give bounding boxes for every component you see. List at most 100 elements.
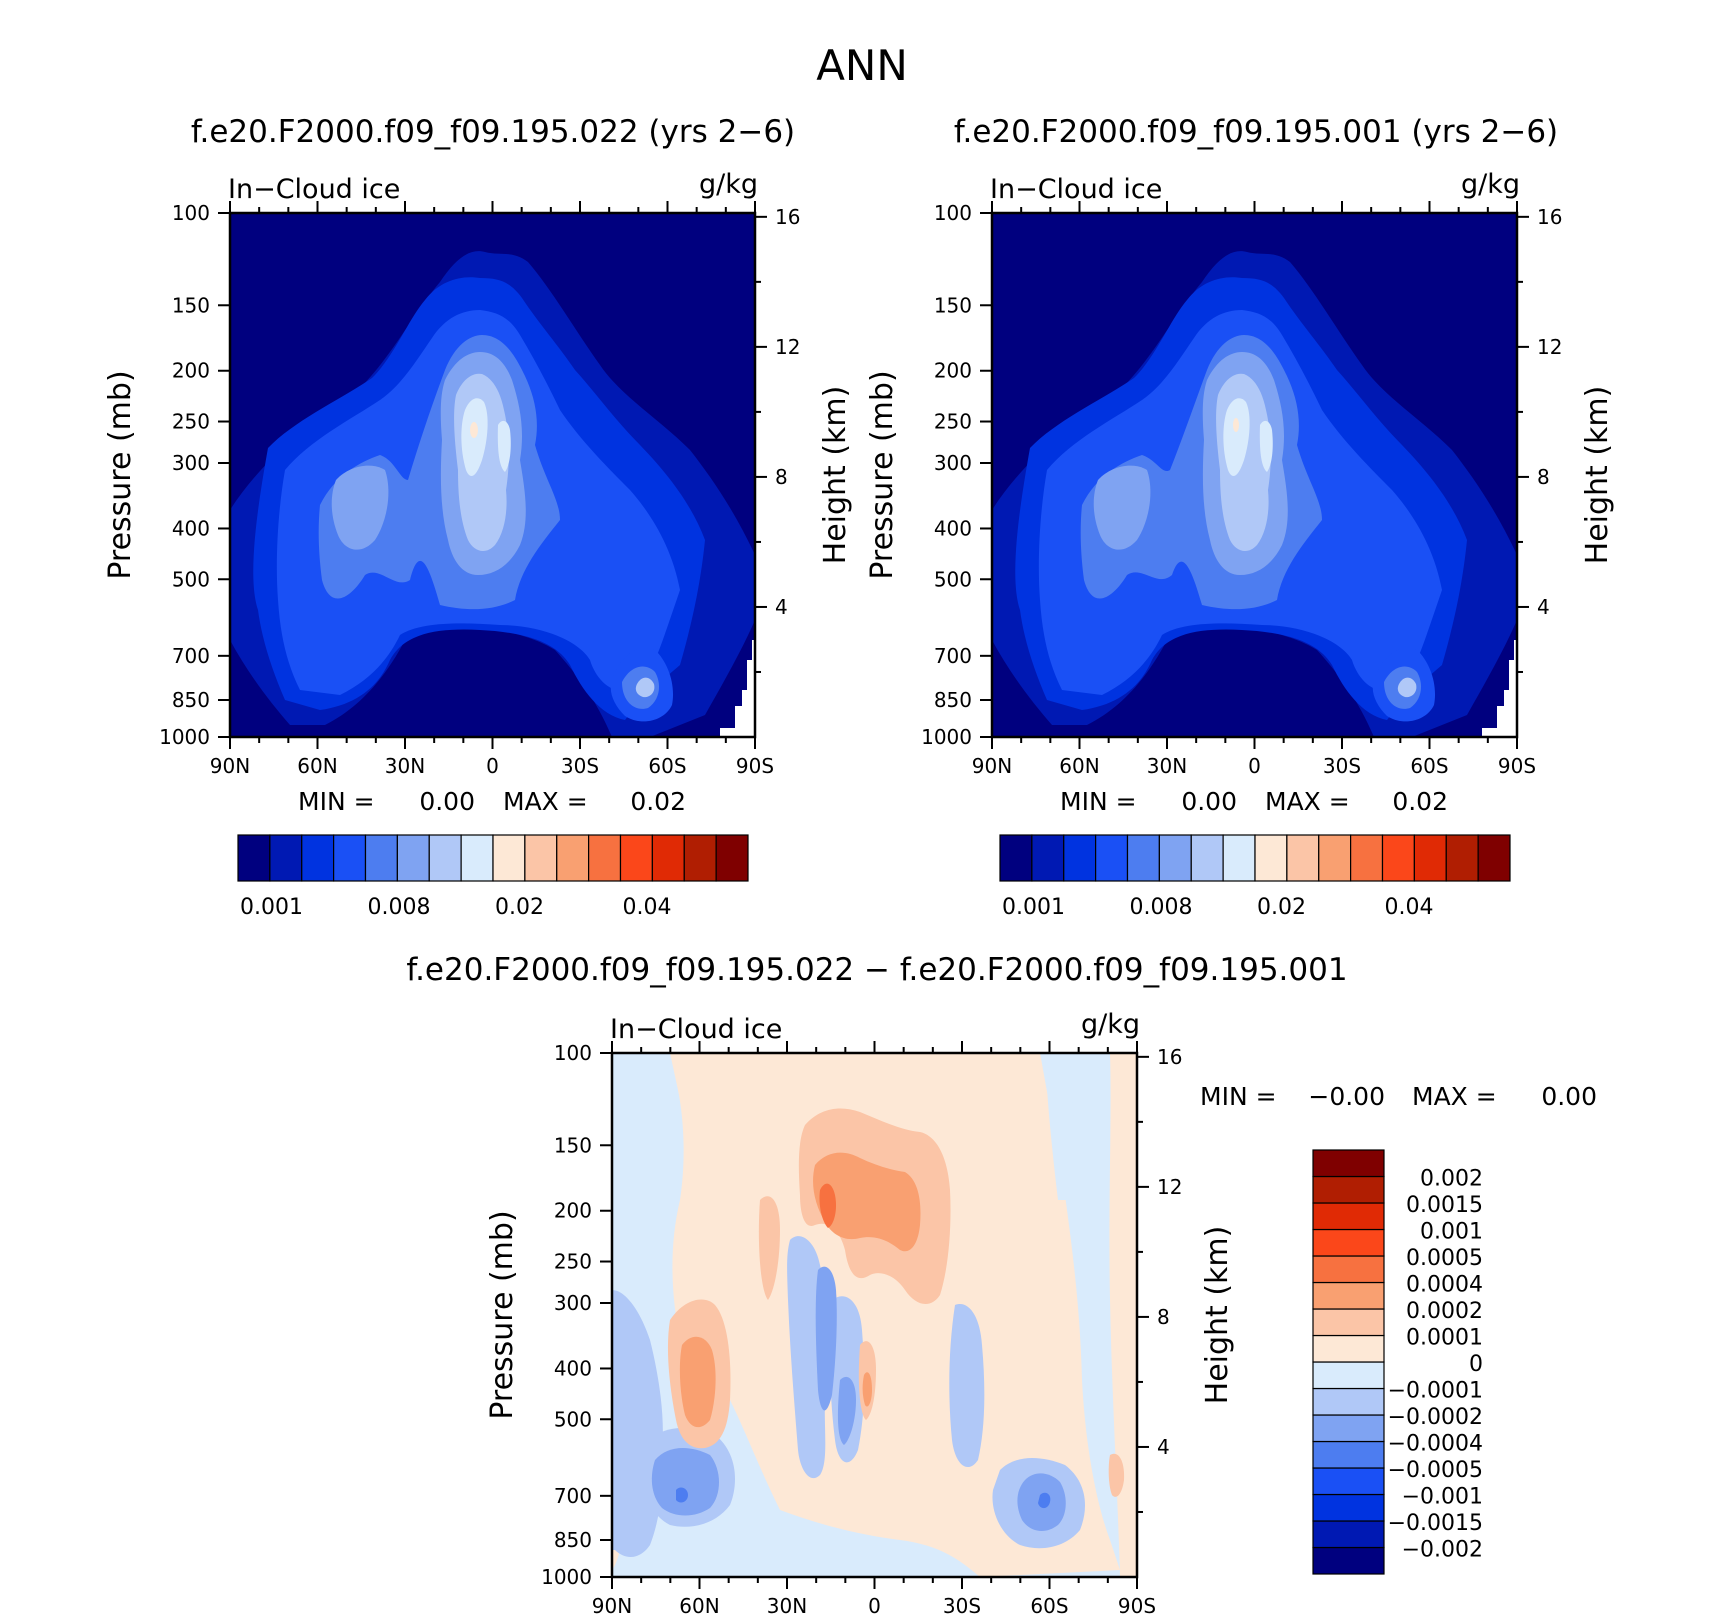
colorbar-swatch [364, 834, 398, 882]
colorbar-label: 0.04 [623, 895, 672, 920]
panel-3-max-value: 0.00 [1541, 1082, 1597, 1111]
colorbar-label: 0.04 [1385, 895, 1434, 920]
colorbar-swatch [524, 834, 558, 882]
x-tick-label: 30S [561, 754, 599, 778]
colorbar-swatch [1312, 1387, 1385, 1416]
panel-3-x-tick-labels: 90N 60N 30N 0 30S 60S 90S [592, 1594, 1156, 1616]
colorbar-label: 0.002 [1420, 1167, 1483, 1192]
y-tick-label: 150 [172, 293, 210, 317]
y-tick-label: 100 [172, 201, 210, 225]
y-right-tick-label: 16 [1537, 205, 1562, 229]
y-tick-label: 1000 [921, 725, 972, 749]
panel-3-title: f.e20.F2000.f09_f09.195.022 − f.e20.F200… [406, 952, 1347, 988]
colorbar-label: 0.0004 [1406, 1273, 1483, 1298]
panel-1-min-value: 0.00 [419, 787, 475, 816]
y-right-tick-label: 16 [1157, 1045, 1182, 1069]
colorbar-swatch [1312, 1149, 1385, 1178]
y-tick-label: 500 [172, 567, 210, 591]
y-tick-label: 850 [554, 1528, 592, 1552]
y-right-tick-label: 4 [775, 595, 788, 619]
y-tick-label: 100 [934, 201, 972, 225]
y-tick-label: 700 [554, 1484, 592, 1508]
panel-2-field [992, 213, 1517, 737]
y-tick-label: 300 [554, 1291, 592, 1315]
panel-3: f.e20.F2000.f09_f09.195.022 − f.e20.F200… [406, 952, 1597, 1616]
panel-1-colorbar-labels: 0.001 0.008 0.02 0.04 [240, 895, 671, 920]
y-right-tick-label: 4 [1157, 1435, 1170, 1459]
panel-2-title: f.e20.F2000.f09_f09.195.001 (yrs 2−6) [954, 114, 1558, 150]
y-tick-label: 250 [554, 1250, 592, 1274]
panel-2-y-right-axis-label: Height (km) [1580, 386, 1615, 565]
colorbar-swatch [1477, 834, 1511, 882]
y-tick-label: 200 [554, 1199, 592, 1223]
y-tick-label: 250 [934, 410, 972, 434]
colorbar-swatch [333, 834, 367, 882]
colorbar-label: 0.001 [1002, 895, 1065, 920]
colorbar-swatch [1312, 1414, 1385, 1443]
y-tick-label: 850 [934, 688, 972, 712]
colorbar-swatch [1254, 834, 1288, 882]
x-tick-label: 0 [486, 754, 499, 778]
panel-3-y-right-tick-labels: 16 12 8 4 [1157, 1045, 1182, 1459]
x-tick-label: 0 [868, 1594, 881, 1616]
x-tick-label: 30S [943, 1594, 981, 1616]
y-tick-label: 150 [934, 293, 972, 317]
colorbar-swatch [1312, 1546, 1385, 1575]
colorbar-label: −0.0001 [1388, 1379, 1483, 1404]
colorbar-label: −0.0005 [1388, 1458, 1483, 1483]
y-right-tick-label: 12 [775, 335, 800, 359]
panel-1-x-tick-labels: 90N 60N 30N 0 30S 60S 90S [210, 754, 774, 778]
colorbar-swatch [428, 834, 462, 882]
colorbar-label: 0 [1469, 1352, 1483, 1377]
colorbar-swatch [1318, 834, 1352, 882]
panel-2-variable-label: In−Cloud ice [990, 174, 1162, 205]
colorbar-swatch [715, 834, 749, 882]
panel-2-ticks [980, 201, 1529, 749]
panel-1-colorbar [237, 834, 749, 882]
colorbar-label: −0.001 [1402, 1485, 1483, 1510]
y-right-tick-label: 8 [775, 465, 788, 489]
x-tick-label: 30N [385, 754, 425, 778]
colorbar-label: −0.0015 [1388, 1511, 1483, 1536]
panel-3-min-label: MIN = [1200, 1082, 1277, 1111]
x-tick-label: 90S [1498, 754, 1536, 778]
y-tick-label: 1000 [159, 725, 210, 749]
panel-1-unit-label: g/kg [699, 169, 758, 200]
panel-2-unit-label: g/kg [1461, 169, 1520, 200]
y-right-tick-label: 16 [775, 205, 800, 229]
colorbar-swatch [1413, 834, 1447, 882]
colorbar-swatch [269, 834, 303, 882]
y-tick-label: 150 [554, 1133, 592, 1157]
x-tick-label: 60N [297, 754, 337, 778]
colorbar-swatch [1222, 834, 1256, 882]
x-tick-label: 60S [1410, 754, 1448, 778]
panel-2-colorbar-labels: 0.001 0.008 0.02 0.04 [1002, 895, 1433, 920]
panel-2-min-value: 0.00 [1181, 787, 1237, 816]
panel-3-min-value: −0.00 [1308, 1082, 1385, 1111]
panel-3-variable-label: In−Cloud ice [610, 1014, 782, 1045]
x-tick-label: 0 [1248, 754, 1261, 778]
panel-2-y-right-tick-labels: 16 12 8 4 [1537, 205, 1562, 619]
colorbar-label: 0.0005 [1406, 1246, 1483, 1271]
colorbar-swatch [619, 834, 653, 882]
x-tick-label: 30N [1147, 754, 1187, 778]
panel-1-y-right-axis-label: Height (km) [818, 386, 853, 565]
panel-1-title: f.e20.F2000.f09_f09.195.022 (yrs 2−6) [191, 114, 795, 150]
colorbar-swatch [301, 834, 335, 882]
panel-1-min-label: MIN = [298, 787, 375, 816]
panel-2-y-tick-labels: 100 150 200 250 300 400 500 700 850 1000 [921, 201, 972, 749]
panel-1-y-tick-labels: 100 150 200 250 300 400 500 700 850 1000 [159, 201, 210, 749]
colorbar-label: 0.001 [1420, 1220, 1483, 1245]
colorbar-label: 0.008 [368, 895, 431, 920]
colorbar-swatch [1312, 1202, 1385, 1231]
colorbar-swatch [556, 834, 590, 882]
colorbar-label: −0.0004 [1388, 1432, 1483, 1457]
colorbar-swatch [1312, 1175, 1385, 1204]
x-tick-label: 60S [648, 754, 686, 778]
panel-1-max-value: 0.02 [630, 787, 686, 816]
y-tick-label: 400 [172, 516, 210, 540]
colorbar-swatch [683, 834, 717, 882]
colorbar-label: 0.02 [495, 895, 544, 920]
panel-2-x-tick-labels: 90N 60N 30N 0 30S 60S 90S [972, 754, 1536, 778]
